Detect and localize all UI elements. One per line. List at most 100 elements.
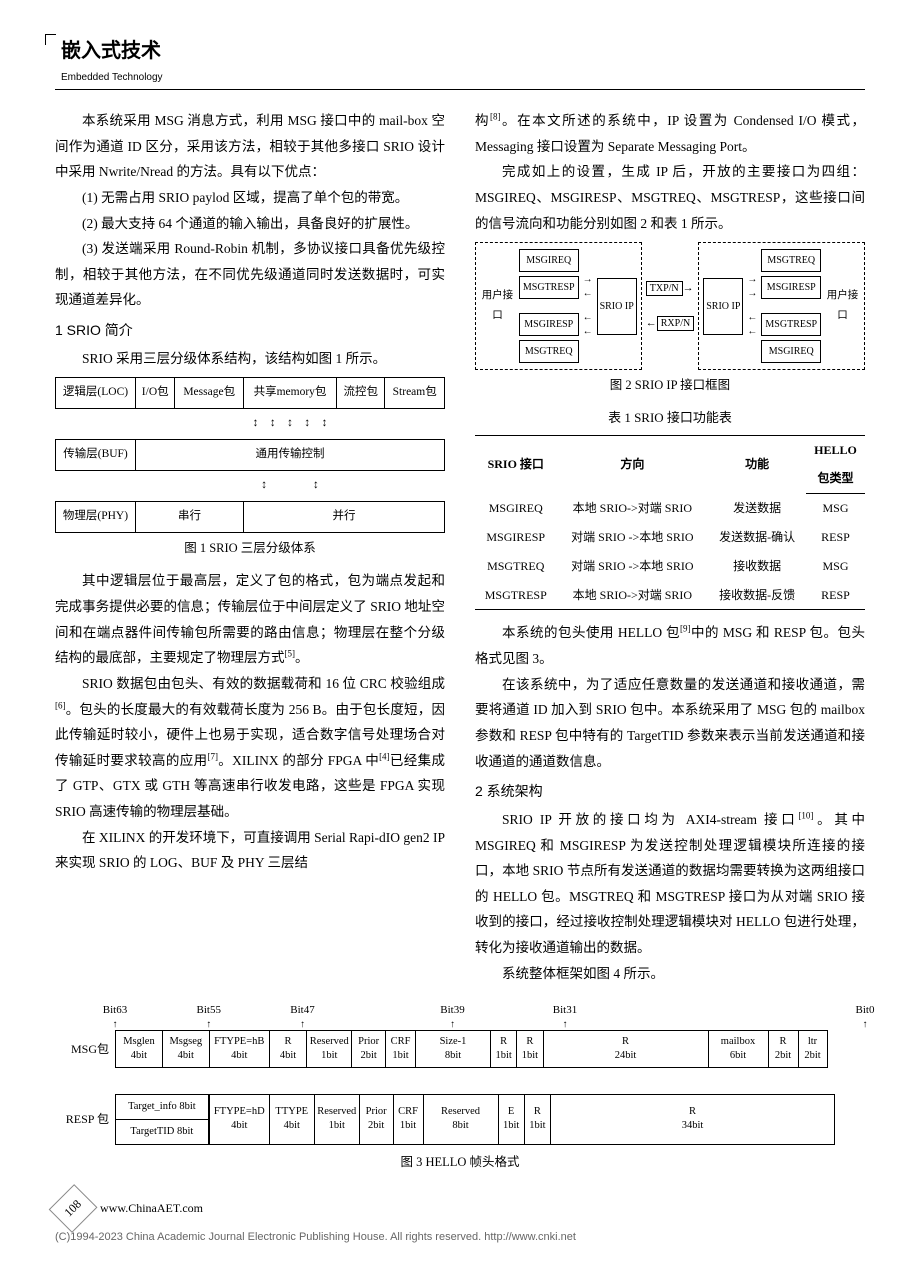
fig1-layer-label: 逻辑层(LOC) bbox=[56, 378, 136, 409]
page-number: 108 bbox=[49, 1184, 98, 1233]
fig1-cell: I/O包 bbox=[136, 378, 175, 409]
page-footer: 108 www.ChinaAET.com (C)1994-2023 China … bbox=[55, 1192, 865, 1248]
table-1: SRIO 接口 方向 功能 HELLO 包类型 MSGIREQ本地 SRIO->… bbox=[475, 435, 865, 611]
table-cell: 本地 SRIO->对端 SRIO bbox=[556, 581, 708, 610]
para: 在该系统中，为了适应任意数量的发送通道和接收通道，需要将通道 ID 加入到 SR… bbox=[475, 672, 865, 775]
figure-1-caption: 图 1 SRIO 三层分级体系 bbox=[55, 537, 445, 561]
fig3-cell: R1bit bbox=[524, 1094, 550, 1145]
fig3-cell: CRF1bit bbox=[385, 1030, 415, 1067]
table-cell: 对端 SRIO ->本地 SRIO bbox=[556, 552, 708, 581]
para: 系统整体框架如图 4 所示。 bbox=[475, 961, 865, 987]
table-header: HELLO bbox=[806, 435, 865, 464]
fig2-srio-ip: SRIO IP bbox=[597, 278, 637, 335]
fig1-cell: 共享memory包 bbox=[243, 378, 336, 409]
figure-3: Bit63Bit55Bit47Bit39Bit31Bit0 MSG包 Msgle… bbox=[55, 1000, 865, 1174]
page-header: 嵌入式技术 Embedded Technology bbox=[55, 30, 865, 90]
table-cell: MSGIREQ bbox=[475, 494, 556, 523]
table-header: 方向 bbox=[556, 435, 708, 494]
fig2-srio-ip: SRIO IP bbox=[703, 278, 743, 335]
table-cell: 本地 SRIO->对端 SRIO bbox=[556, 494, 708, 523]
fig3-cell: R24bit bbox=[543, 1030, 708, 1067]
fig2-port: MSGIRESP bbox=[519, 313, 579, 336]
fig3-bit-label: Bit39 bbox=[440, 1000, 464, 1029]
fig3-bit-label: Bit0 bbox=[856, 1000, 875, 1029]
fig2-port: MSGIREQ bbox=[519, 249, 579, 272]
fig3-cell: Target_info 8bitTargetTID 8bit bbox=[115, 1094, 209, 1145]
fig3-bit-label: Bit47 bbox=[290, 1000, 314, 1029]
fig3-bit-label: Bit31 bbox=[553, 1000, 577, 1029]
fig1-cell: 串行 bbox=[136, 501, 244, 532]
fig3-cell: E1bit bbox=[498, 1094, 524, 1145]
para: 本系统的包头使用 HELLO 包[9]中的 MSG 和 RESP 包。包头格式见… bbox=[475, 620, 865, 671]
fig2-link: RXP/N bbox=[657, 316, 694, 331]
header-title-cn: 嵌入式技术 bbox=[61, 32, 163, 70]
fig2-user-iface: 用户接口 bbox=[480, 286, 515, 326]
copyright: (C)1994-2023 China Academic Journal Elec… bbox=[55, 1227, 865, 1248]
fig2-user-iface: 用户接口 bbox=[825, 286, 860, 326]
fig2-link: TXP/N bbox=[646, 281, 683, 296]
right-column: 构[8]。在本文所述的系统中，IP 设置为 Condensed I/O 模式，M… bbox=[475, 108, 865, 986]
table-header: 功能 bbox=[708, 435, 806, 494]
fig3-cell: FTYPE=hB4bit bbox=[209, 1030, 269, 1067]
fig3-cell: R34bit bbox=[550, 1094, 835, 1145]
fig1-cell: 通用传输控制 bbox=[136, 440, 445, 471]
table-header: 包类型 bbox=[806, 464, 865, 493]
para: 完成如上的设置，生成 IP 后，开放的主要接口为四组：MSGIREQ、MSGIR… bbox=[475, 159, 865, 236]
left-column: 本系统采用 MSG 消息方式，利用 MSG 接口中的 mail-box 空间作为… bbox=[55, 108, 445, 986]
section-heading: 2 系统架构 bbox=[475, 778, 865, 805]
table-cell: MSGIRESP bbox=[475, 523, 556, 552]
figure-3-caption: 图 3 HELLO 帧头格式 bbox=[55, 1151, 865, 1175]
fig1-layer-label: 物理层(PHY) bbox=[56, 501, 136, 532]
fig2-port: MSGTRESP bbox=[761, 313, 821, 336]
para: SRIO IP 开放的接口均为 AXI4-stream 接口[10]。其中 MS… bbox=[475, 807, 865, 961]
fig3-row-label: MSG包 bbox=[55, 1038, 115, 1061]
fig3-cell: mailbox6bit bbox=[708, 1030, 768, 1067]
fig3-cell: R2bit bbox=[768, 1030, 798, 1067]
table-cell: 发送数据 bbox=[708, 494, 806, 523]
figure-2: 用户接口 MSGIREQ MSGTRESP MSGIRESP MSGTREQ →… bbox=[475, 242, 865, 370]
table-cell: 发送数据-确认 bbox=[708, 523, 806, 552]
para: (1) 无需占用 SRIO paylod 区域，提高了单个包的带宽。 bbox=[55, 185, 445, 211]
fig3-cell: Reserved8bit bbox=[423, 1094, 498, 1145]
fig1-layer-label: 传输层(BUF) bbox=[56, 440, 136, 471]
table-cell: 接收数据-反馈 bbox=[708, 581, 806, 610]
fig1-cell: Message包 bbox=[175, 378, 244, 409]
para: SRIO 数据包由包头、有效的数据载荷和 16 位 CRC 校验组成[6]。包头… bbox=[55, 671, 445, 825]
figure-2-caption: 图 2 SRIO IP 接口框图 bbox=[475, 374, 865, 398]
fig1-cell: 并行 bbox=[243, 501, 444, 532]
para: (2) 最大支持 64 个通道的输入输出，具备良好的扩展性。 bbox=[55, 211, 445, 237]
table-cell: MSGTRESP bbox=[475, 581, 556, 610]
fig3-cell: Reserved1bit bbox=[314, 1094, 359, 1145]
fig3-cell: Size-18bit bbox=[415, 1030, 490, 1067]
para: 其中逻辑层位于最高层，定义了包的格式，包为端点发起和完成事务提供必要的信息；传输… bbox=[55, 568, 445, 671]
fig1-cell: Stream包 bbox=[385, 378, 445, 409]
fig2-port: MSGTREQ bbox=[519, 340, 579, 363]
fig3-cell: Reserved1bit bbox=[306, 1030, 351, 1067]
figure-1: 逻辑层(LOC) I/O包 Message包 共享memory包 流控包 Str… bbox=[55, 377, 445, 532]
para: (3) 发送端采用 Round-Robin 机制，多协议接口具备优先级控制，相较… bbox=[55, 236, 445, 313]
fig3-bit-label: Bit63 bbox=[103, 1000, 127, 1029]
fig1-cell: 流控包 bbox=[337, 378, 385, 409]
fig3-cell: Prior2bit bbox=[359, 1094, 393, 1145]
table-cell: 对端 SRIO ->本地 SRIO bbox=[556, 523, 708, 552]
fig2-port: MSGTRESP bbox=[519, 276, 579, 299]
para: 构[8]。在本文所述的系统中，IP 设置为 Condensed I/O 模式，M… bbox=[475, 108, 865, 159]
para: 本系统采用 MSG 消息方式，利用 MSG 接口中的 mail-box 空间作为… bbox=[55, 108, 445, 185]
fig2-port: MSGIRESP bbox=[761, 276, 821, 299]
fig3-cell: FTYPE=hD4bit bbox=[209, 1094, 269, 1145]
fig3-row-label: RESP 包 bbox=[55, 1108, 115, 1131]
fig2-port: MSGTREQ bbox=[761, 249, 821, 272]
header-title-en: Embedded Technology bbox=[61, 68, 163, 87]
fig3-cell: Msgseg4bit bbox=[162, 1030, 209, 1067]
footer-url: www.ChinaAET.com bbox=[100, 1201, 203, 1215]
table-header: SRIO 接口 bbox=[475, 435, 556, 494]
table-1-title: 表 1 SRIO 接口功能表 bbox=[475, 406, 865, 431]
fig3-cell: R1bit bbox=[516, 1030, 542, 1067]
fig3-bit-label: Bit55 bbox=[197, 1000, 221, 1029]
fig3-cell: ltr2bit bbox=[798, 1030, 828, 1067]
fig3-cell: TTYPE4bit bbox=[269, 1094, 314, 1145]
fig2-port: MSGIREQ bbox=[761, 340, 821, 363]
fig3-cell: Msglen4bit bbox=[115, 1030, 162, 1067]
table-cell: RESP bbox=[806, 523, 865, 552]
fig3-cell: Prior2bit bbox=[351, 1030, 385, 1067]
